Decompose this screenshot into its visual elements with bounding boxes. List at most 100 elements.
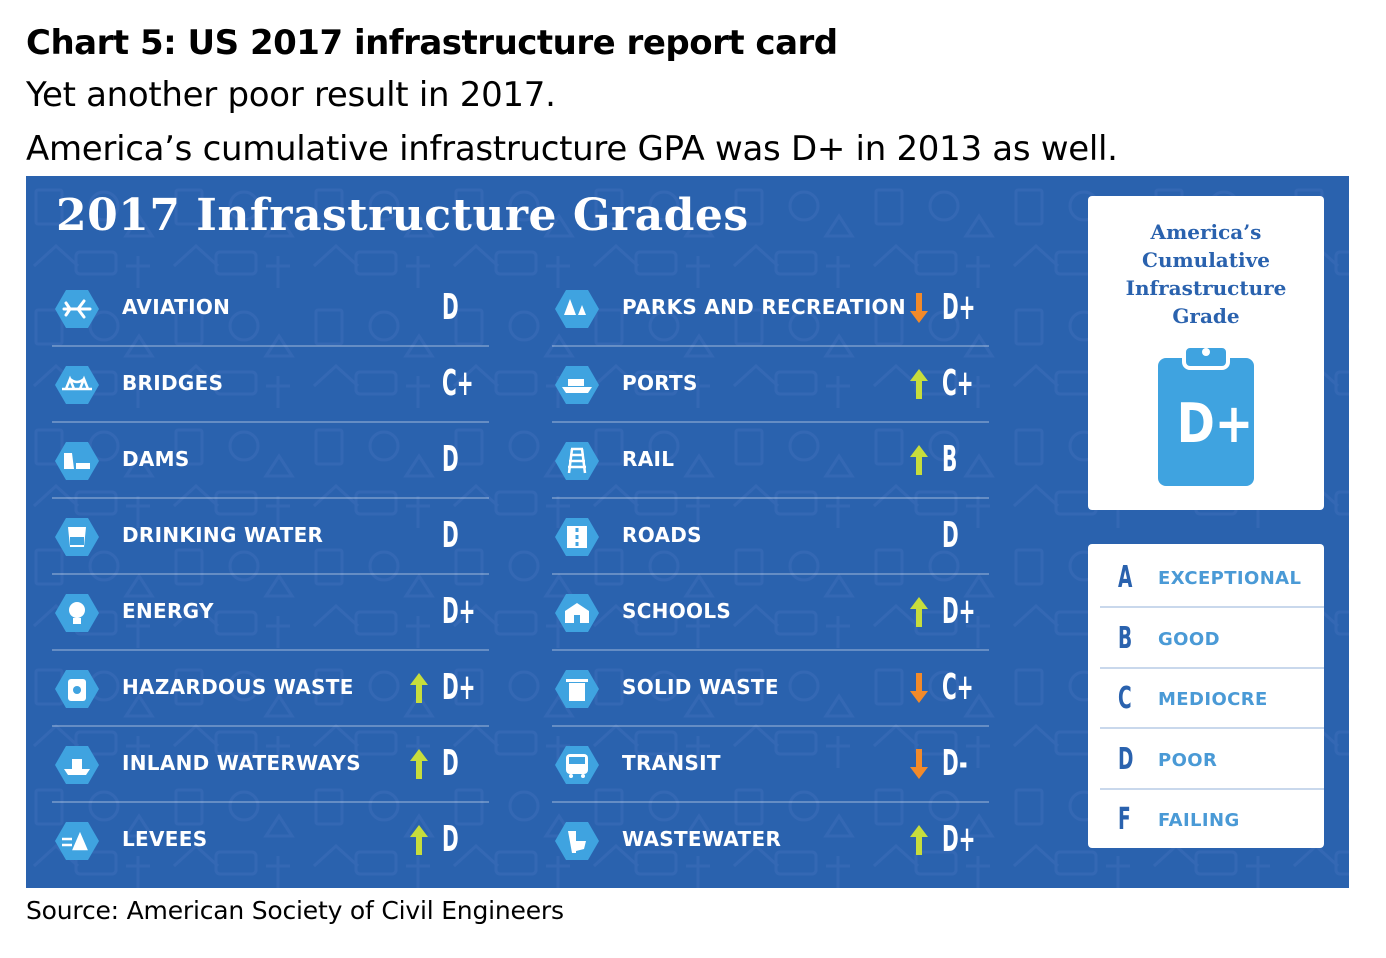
- trees-icon: [555, 290, 599, 328]
- legend-description: FAILING: [1158, 810, 1240, 831]
- grade-row: WASTEWATER D+: [552, 803, 989, 879]
- category-grade: D+: [942, 287, 976, 328]
- category-label: INLAND WATERWAYS: [122, 751, 361, 775]
- grade-row: DAMS D: [52, 423, 489, 499]
- legend-description: MEDIOCRE: [1158, 689, 1268, 710]
- legend-item: A EXCEPTIONAL: [1088, 548, 1324, 608]
- category-label: RAIL: [622, 447, 675, 471]
- ship-icon: [555, 366, 599, 404]
- hazard-barrel-icon: [55, 670, 99, 708]
- category-grade: D: [442, 819, 459, 860]
- legend-divider: [1100, 606, 1324, 608]
- cumulative-grade-caption: America’s Cumulative Infrastructure Grad…: [1088, 218, 1324, 330]
- row-divider: [52, 725, 489, 727]
- grade-row: DRINKING WATER D: [52, 499, 489, 575]
- toilet-icon: [555, 822, 599, 860]
- category-label: PARKS AND RECREATION: [622, 295, 906, 319]
- row-divider: [52, 345, 489, 347]
- grade-row: PORTS C+: [552, 347, 989, 423]
- trash-can-icon: [555, 670, 599, 708]
- clipboard-icon: D+: [1158, 346, 1254, 486]
- legend-divider: [1100, 727, 1324, 729]
- row-divider: [52, 573, 489, 575]
- chart-subtitle-line-1: Yet another poor result in 2017.: [26, 75, 556, 115]
- category-grade: D-: [942, 743, 968, 784]
- legend-letter: B: [1118, 620, 1133, 656]
- airplane-icon: [55, 290, 99, 328]
- legend-item: D POOR: [1088, 730, 1324, 790]
- grade-row: ROADS D: [552, 499, 989, 575]
- category-grade: B: [942, 439, 958, 480]
- legend-description: EXCEPTIONAL: [1158, 568, 1302, 589]
- bus-icon: [555, 746, 599, 784]
- trend-up-arrow-icon: [910, 597, 928, 627]
- legend-letter: C: [1118, 681, 1132, 716]
- category-label: TRANSIT: [622, 751, 721, 775]
- grade-row: ENERGY D+: [52, 575, 489, 651]
- grade-row: AVIATION D: [52, 271, 489, 347]
- trend-up-arrow-icon: [910, 445, 928, 475]
- grade-row: TRANSIT D-: [552, 727, 989, 803]
- row-divider: [52, 421, 489, 423]
- category-grade: C+: [942, 363, 974, 404]
- road-icon: [555, 518, 599, 556]
- row-divider: [552, 345, 989, 347]
- grade-row: PARKS AND RECREATION D+: [552, 271, 989, 347]
- grade-row: RAIL B: [552, 423, 989, 499]
- grade-row: SCHOOLS D+: [552, 575, 989, 651]
- row-divider: [52, 801, 489, 803]
- category-grade: D: [442, 743, 459, 784]
- grade-legend: A EXCEPTIONAL B GOOD C MEDIOCRE D POOR F FAILING: [1088, 544, 1324, 848]
- row-divider: [552, 573, 989, 575]
- category-label: ENERGY: [122, 599, 214, 623]
- caption-line: America’s: [1150, 220, 1262, 244]
- category-label: PORTS: [622, 371, 698, 395]
- school-icon: [555, 594, 599, 632]
- boat-icon: [55, 746, 99, 784]
- legend-item: F FAILING: [1088, 790, 1324, 850]
- trend-up-arrow-icon: [910, 825, 928, 855]
- category-label: HAZARDOUS WASTE: [122, 675, 354, 699]
- caption-line: Cumulative: [1142, 248, 1270, 272]
- category-label: ROADS: [622, 523, 702, 547]
- caption-line: Infrastructure: [1125, 276, 1287, 300]
- water-glass-icon: [55, 518, 99, 556]
- cumulative-grade-value: D+: [1177, 391, 1254, 455]
- row-divider: [552, 497, 989, 499]
- category-label: SCHOOLS: [622, 599, 732, 623]
- rail-icon: [555, 442, 599, 480]
- row-divider: [552, 649, 989, 651]
- row-divider: [52, 497, 489, 499]
- category-grade: D: [442, 439, 459, 480]
- legend-divider: [1100, 787, 1324, 790]
- trend-up-arrow-icon: [410, 749, 428, 779]
- legend-letter: A: [1118, 560, 1133, 595]
- category-label: BRIDGES: [122, 371, 224, 395]
- legend-description: GOOD: [1158, 628, 1220, 650]
- caption-line: Grade: [1172, 304, 1240, 328]
- dam-icon: [55, 442, 99, 480]
- legend-description: POOR: [1158, 749, 1218, 771]
- grade-row: SOLID WASTE C+: [552, 651, 989, 727]
- grade-row: BRIDGES C+: [52, 347, 489, 423]
- category-label: AVIATION: [122, 295, 231, 319]
- category-grade: D: [942, 515, 959, 556]
- grade-row: HAZARDOUS WASTE D+: [52, 651, 489, 727]
- legend-item: B GOOD: [1088, 609, 1324, 669]
- trend-up-arrow-icon: [910, 369, 928, 399]
- category-grade: D+: [942, 591, 976, 632]
- row-divider: [552, 725, 989, 727]
- trend-down-arrow-icon: [910, 673, 928, 703]
- category-grade: D+: [442, 667, 476, 708]
- category-label: DAMS: [122, 447, 190, 471]
- category-label: DRINKING WATER: [122, 523, 324, 547]
- category-grade: C+: [442, 363, 474, 404]
- cumulative-grade-card: America’s Cumulative Infrastructure Grad…: [1088, 196, 1324, 510]
- trend-down-arrow-icon: [910, 293, 928, 323]
- category-grade: D: [442, 515, 459, 556]
- trend-up-arrow-icon: [410, 825, 428, 855]
- chart-title: Chart 5: US 2017 infrastructure report c…: [26, 23, 838, 63]
- category-grade: D+: [942, 819, 976, 860]
- row-divider: [552, 421, 989, 423]
- row-divider: [552, 801, 989, 803]
